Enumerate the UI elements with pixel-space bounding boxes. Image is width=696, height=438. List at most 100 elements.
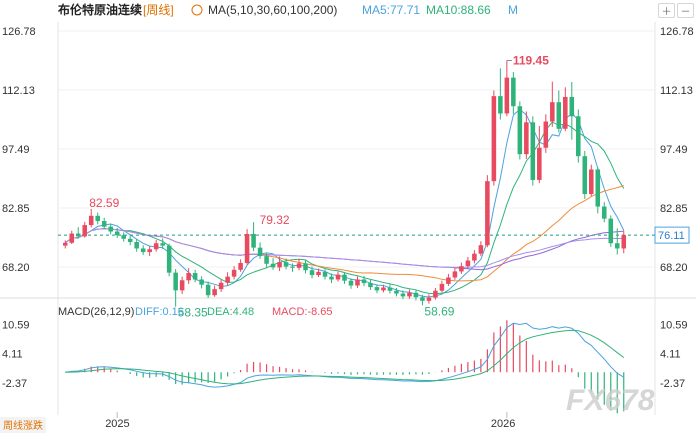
candle-body[interactable]	[82, 225, 88, 237]
candle-body[interactable]	[186, 273, 191, 281]
candle-body[interactable]	[199, 279, 204, 285]
candle-body[interactable]	[257, 247, 263, 257]
candle-body[interactable]	[465, 260, 471, 267]
candle-body[interactable]	[556, 102, 562, 129]
candle-body[interactable]	[179, 280, 185, 291]
candle-body[interactable]	[329, 276, 334, 280]
candle-body[interactable]	[62, 242, 68, 246]
candle-body[interactable]	[608, 218, 614, 244]
candle-body[interactable]	[218, 282, 224, 290]
candle-body[interactable]	[524, 122, 529, 155]
candle-body[interactable]	[316, 271, 321, 276]
candle-body[interactable]	[459, 266, 464, 272]
candle-body[interactable]	[88, 215, 94, 226]
candle-body[interactable]	[192, 273, 198, 280]
candle-body[interactable]	[212, 289, 217, 296]
candle-body[interactable]	[121, 235, 126, 239]
candle-body[interactable]	[290, 266, 295, 268]
price-tick-right: 68.20	[660, 262, 688, 274]
time-label-2025: 2025	[105, 418, 129, 430]
settings-icon[interactable]	[191, 4, 203, 16]
candle-body[interactable]	[595, 169, 601, 207]
price-tick-left: 112.13	[2, 85, 35, 97]
candle-body[interactable]	[244, 233, 250, 263]
candle-body[interactable]	[478, 245, 484, 254]
macd-tick-right: 4.11	[660, 349, 681, 361]
candle-body[interactable]	[348, 280, 354, 286]
candle-body[interactable]	[225, 276, 230, 283]
candle-body[interactable]	[147, 249, 152, 253]
macd-diff: DIFF:0.16	[135, 306, 184, 318]
candle-body[interactable]	[446, 277, 451, 284]
candle-body[interactable]	[355, 279, 360, 286]
candle-body[interactable]	[251, 233, 256, 248]
candle-body[interactable]	[160, 243, 165, 246]
candle-body[interactable]	[69, 233, 75, 243]
candle-body[interactable]	[550, 102, 555, 122]
ma-more: M	[508, 3, 518, 17]
candle-body[interactable]	[322, 271, 328, 277]
candle-body[interactable]	[108, 226, 113, 232]
candle-body[interactable]	[452, 271, 458, 278]
candle-body[interactable]	[342, 274, 347, 281]
candle-body[interactable]	[413, 292, 419, 298]
candle-body[interactable]	[485, 181, 490, 246]
candle-body[interactable]	[563, 96, 568, 129]
candle-body[interactable]	[426, 297, 432, 301]
candle-body[interactable]	[491, 96, 497, 182]
candle-body[interactable]	[498, 96, 503, 114]
candle-body[interactable]	[283, 262, 289, 267]
candle-body[interactable]	[231, 269, 237, 277]
candle-body[interactable]	[601, 206, 607, 219]
price-tick-right: 126.78	[660, 26, 694, 38]
candle-body[interactable]	[134, 242, 139, 249]
candle-body[interactable]	[361, 279, 367, 284]
candle-body[interactable]	[153, 243, 159, 250]
candle-body[interactable]	[530, 122, 536, 180]
candle-body[interactable]	[407, 292, 412, 297]
candle-body[interactable]	[173, 272, 178, 291]
candle-body[interactable]	[95, 215, 100, 222]
candle-body[interactable]	[114, 231, 120, 236]
candle-body[interactable]	[75, 233, 81, 237]
candle-body[interactable]	[433, 290, 438, 298]
candle-body[interactable]	[517, 106, 523, 155]
candle-body[interactable]	[309, 270, 315, 276]
candle-body[interactable]	[368, 283, 373, 288]
candle-body[interactable]	[569, 96, 575, 117]
zoom-in-icon[interactable]: ＋	[658, 3, 675, 18]
candle-body[interactable]	[504, 77, 510, 114]
candle-body[interactable]	[127, 238, 133, 243]
candle-body[interactable]	[582, 156, 588, 195]
price-tick-left: 68.20	[2, 262, 30, 274]
zoom-out-icon[interactable]: －	[677, 3, 694, 18]
candle-body[interactable]	[296, 263, 302, 268]
candle-body[interactable]	[400, 293, 406, 297]
candle-body[interactable]	[166, 245, 172, 273]
candle-body[interactable]	[381, 287, 386, 291]
candle-body[interactable]	[374, 287, 380, 291]
candle-body[interactable]	[511, 77, 516, 107]
candle-body[interactable]	[270, 263, 276, 268]
candle-body[interactable]	[621, 235, 627, 249]
candle-body[interactable]	[420, 297, 425, 301]
candle-body[interactable]	[335, 274, 341, 280]
candle-body[interactable]	[205, 284, 211, 296]
candle-body[interactable]	[394, 290, 399, 294]
candle-body[interactable]	[589, 169, 594, 195]
candle-body[interactable]	[303, 263, 308, 271]
candle-body[interactable]	[101, 221, 107, 227]
candle-body[interactable]	[277, 262, 282, 268]
candle-body[interactable]	[576, 116, 581, 157]
candle-body[interactable]	[439, 283, 445, 291]
candle-body[interactable]	[472, 253, 477, 261]
candle-body[interactable]	[264, 256, 269, 264]
candle-body[interactable]	[537, 147, 542, 180]
candle-body[interactable]	[614, 243, 620, 249]
candle-body[interactable]	[238, 262, 243, 270]
candle-body[interactable]	[387, 287, 393, 291]
candle-body[interactable]	[543, 121, 549, 148]
candle-body[interactable]	[140, 248, 146, 253]
